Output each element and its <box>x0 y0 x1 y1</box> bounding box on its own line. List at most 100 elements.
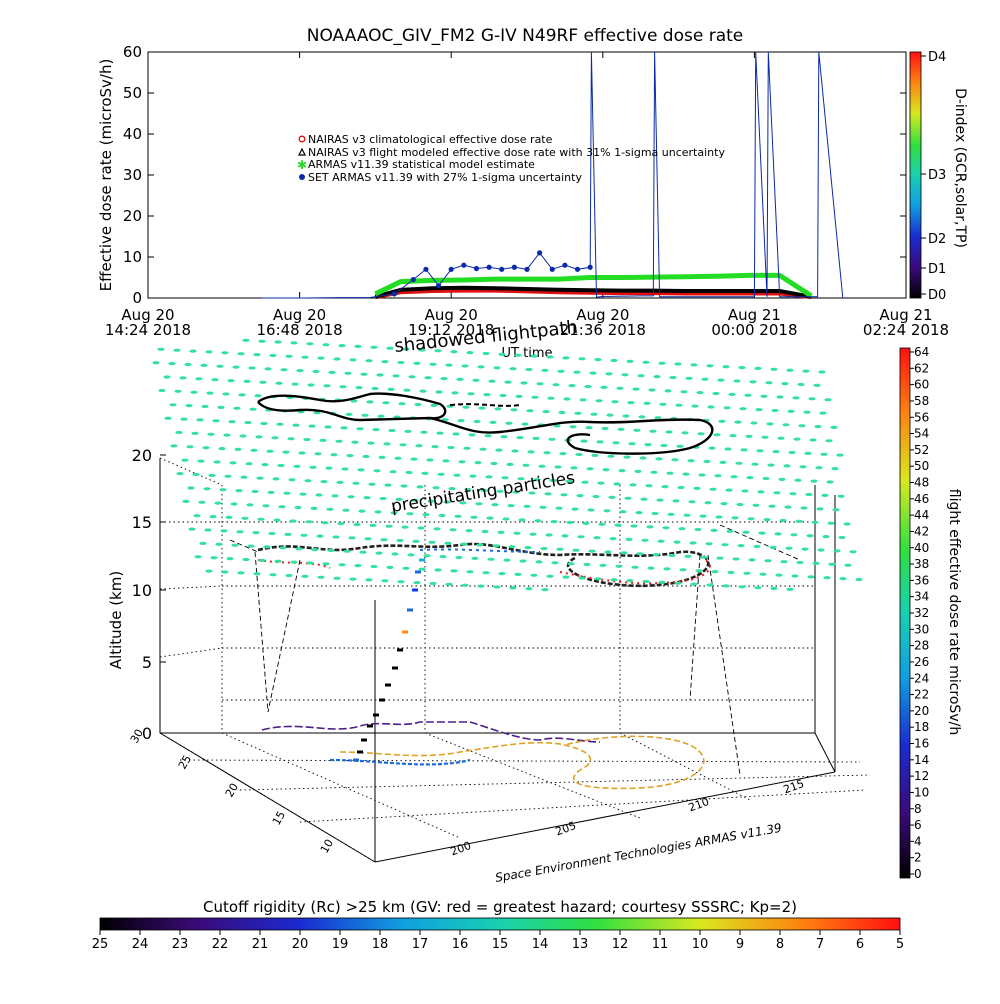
particle-marker <box>657 539 665 543</box>
particle-marker <box>519 559 527 563</box>
particle-marker <box>293 464 301 468</box>
particle-marker <box>319 438 327 442</box>
particle-marker <box>812 561 820 566</box>
particle-marker <box>311 548 319 552</box>
particle-marker <box>511 449 519 453</box>
particle-marker <box>462 405 470 409</box>
set-armas-point <box>473 265 480 272</box>
particle-marker <box>381 360 389 364</box>
particle-marker <box>646 525 654 529</box>
particle-marker <box>633 428 641 432</box>
particle-marker <box>560 493 568 497</box>
particle-marker <box>371 386 379 391</box>
particle-marker <box>498 352 506 356</box>
particle-marker <box>536 382 544 386</box>
y-tick-label: 10 <box>123 248 142 266</box>
particle-marker <box>252 531 260 535</box>
particle-marker <box>373 469 381 473</box>
particle-marker <box>765 381 773 385</box>
particle-marker <box>603 509 611 513</box>
particle-marker <box>291 382 299 386</box>
particle-marker <box>364 537 372 541</box>
particle-marker <box>713 433 721 437</box>
particle-marker <box>562 356 570 360</box>
particle-marker <box>758 531 766 535</box>
particle-marker <box>210 556 218 560</box>
particle-marker <box>399 443 407 447</box>
particle-marker <box>310 506 318 510</box>
set-armas-point <box>486 264 492 270</box>
particle-marker <box>515 394 523 398</box>
particle-marker <box>624 496 632 500</box>
set-armas-point <box>423 266 429 272</box>
particle-marker <box>793 437 801 441</box>
particle-marker <box>206 391 214 395</box>
particle-marker <box>839 577 847 581</box>
particle-marker <box>430 403 438 407</box>
particle-marker <box>207 432 215 436</box>
particle-marker <box>493 366 501 370</box>
particle-marker <box>256 476 264 480</box>
rigidity-tick-label: 12 <box>612 937 629 952</box>
particle-marker <box>314 452 322 456</box>
particle-marker <box>671 458 679 462</box>
dose-tick-label: 30 <box>914 622 929 636</box>
particle-marker <box>614 523 622 527</box>
descent-marker <box>367 724 373 728</box>
particle-marker <box>782 423 790 427</box>
particle-marker <box>555 506 563 510</box>
dose-tick-label: 8 <box>914 802 922 816</box>
particle-marker <box>602 468 610 472</box>
particle-marker <box>278 505 286 509</box>
particle-marker <box>544 492 552 496</box>
y-tick-label: 50 <box>123 84 142 102</box>
particle-marker <box>734 420 742 424</box>
dose-tick-label: 28 <box>914 639 929 653</box>
set-armas-point <box>537 250 543 256</box>
particle-marker <box>678 527 686 531</box>
particle-marker <box>233 406 241 410</box>
particle-marker <box>622 414 630 418</box>
particle-marker <box>306 342 314 346</box>
particle-marker <box>767 463 775 467</box>
particle-marker <box>558 410 566 415</box>
particle-marker <box>219 488 227 492</box>
particle-marker <box>611 400 619 404</box>
rigidity-colorbar-ticks: 25 24 23 22 21 20 19 18 17 16 15 14 13 12 11 10 9 8 7 6 5 <box>92 930 904 952</box>
particle-marker <box>299 492 307 496</box>
particle-marker <box>658 361 666 365</box>
particle-marker <box>800 506 808 510</box>
particle-marker <box>787 409 795 413</box>
particle-marker <box>466 570 474 574</box>
particle-marker <box>466 351 474 355</box>
particle-marker <box>437 472 445 476</box>
particle-marker <box>655 457 663 461</box>
dose-tick-label: 24 <box>914 671 929 685</box>
particle-marker <box>191 431 199 435</box>
dindex-colorbar-ticks: D0 D1 D2 D3 D4 <box>921 50 946 303</box>
particle-marker <box>588 549 596 553</box>
particle-marker <box>582 521 590 526</box>
particle-marker <box>464 487 472 492</box>
particle-marker <box>492 544 500 548</box>
particle-marker <box>609 537 617 541</box>
particle-marker <box>389 470 397 474</box>
particle-marker <box>567 562 575 566</box>
particle-marker <box>411 498 419 502</box>
particle-marker <box>552 383 560 387</box>
particle-marker <box>457 419 465 423</box>
particle-marker <box>565 479 573 483</box>
particle-marker <box>168 362 176 366</box>
particle-marker <box>258 558 266 563</box>
particle-marker <box>808 397 816 401</box>
particle-marker <box>543 451 551 455</box>
descent-marker <box>415 570 421 574</box>
particle-marker <box>687 459 695 463</box>
particle-marker <box>400 484 408 488</box>
particle-marker <box>573 370 581 374</box>
particle-marker <box>698 473 706 477</box>
particle-marker <box>338 344 346 348</box>
particle-marker <box>625 537 633 542</box>
dose-tick-label: 32 <box>914 606 929 620</box>
particle-marker <box>455 555 463 560</box>
